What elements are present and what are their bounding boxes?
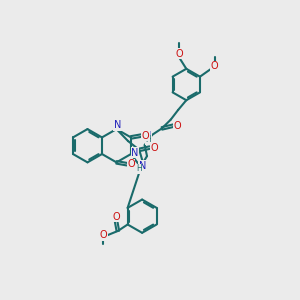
Text: N: N	[131, 148, 139, 158]
Text: O: O	[176, 49, 183, 58]
Text: O: O	[150, 142, 158, 153]
Text: O: O	[211, 61, 218, 71]
Text: N: N	[139, 160, 146, 171]
Text: H: H	[136, 164, 142, 173]
Text: H: H	[145, 135, 151, 144]
Text: O: O	[174, 121, 181, 130]
Text: O: O	[127, 159, 135, 169]
Text: N: N	[114, 120, 121, 130]
Text: O: O	[112, 212, 120, 222]
Text: O: O	[142, 130, 149, 141]
Text: O: O	[100, 230, 107, 240]
Text: N: N	[145, 131, 152, 141]
